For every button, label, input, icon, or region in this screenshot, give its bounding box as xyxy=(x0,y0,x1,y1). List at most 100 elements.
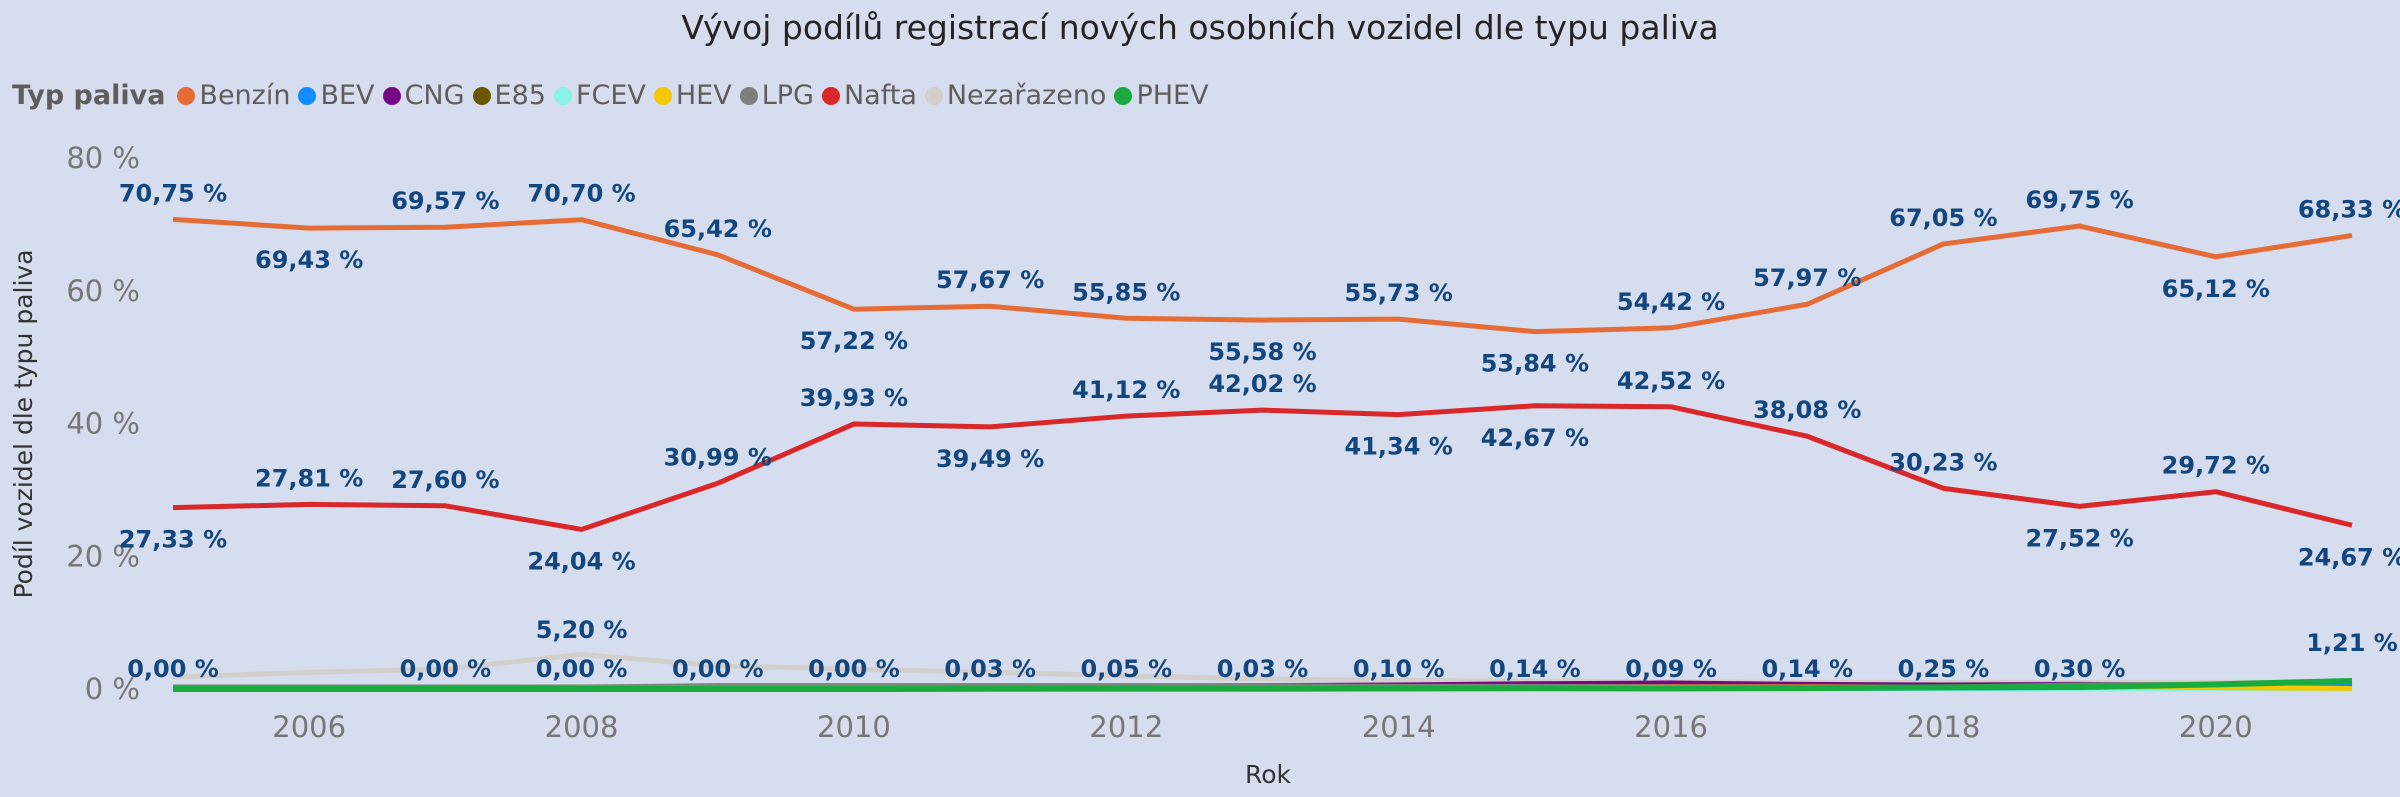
legend-label: LPG xyxy=(761,80,814,111)
legend-marker-icon xyxy=(653,86,672,105)
data-label: 5,20 % xyxy=(536,616,628,644)
legend-label: BEV xyxy=(320,80,375,111)
legend-item-e85[interactable]: E85 xyxy=(472,80,546,111)
legend-marker-icon xyxy=(177,86,196,105)
data-label: 38,08 % xyxy=(1753,396,1861,424)
legend-item-cng[interactable]: CNG xyxy=(382,80,465,111)
legend-item-hev[interactable]: HEV xyxy=(653,80,732,111)
x-tick-label: 2014 xyxy=(1362,710,1436,744)
data-label: 69,75 % xyxy=(2025,186,2133,214)
legend-marker-icon xyxy=(821,86,840,105)
data-label: 57,97 % xyxy=(1753,264,1861,292)
data-label: 65,42 % xyxy=(664,215,772,243)
data-label: 70,75 % xyxy=(119,179,227,207)
data-label: 0,10 % xyxy=(1353,655,1445,683)
x-tick-label: 2018 xyxy=(1907,710,1981,744)
legend-label: Nafta xyxy=(843,80,917,111)
data-label: 27,81 % xyxy=(255,464,363,492)
legend-item-lpg[interactable]: LPG xyxy=(739,80,814,111)
data-label: 0,03 % xyxy=(1217,655,1309,683)
x-tick-label: 2020 xyxy=(2179,710,2253,744)
y-tick-label: 60 % xyxy=(66,274,140,308)
legend-marker-icon xyxy=(382,86,401,105)
legend-item-benzín[interactable]: Benzín xyxy=(177,80,290,111)
data-label: 0,00 % xyxy=(808,655,900,683)
data-label: 0,25 % xyxy=(1898,655,1990,683)
data-label: 27,33 % xyxy=(119,526,227,554)
legend-item-bev[interactable]: BEV xyxy=(298,80,375,111)
x-axis-title: Rok xyxy=(1245,760,1292,789)
data-label: 68,33 % xyxy=(2298,195,2400,223)
data-label: 42,52 % xyxy=(1617,367,1725,395)
legend-item-fcev[interactable]: FCEV xyxy=(553,80,646,111)
data-label: 29,72 % xyxy=(2162,452,2270,480)
data-label: 24,04 % xyxy=(527,547,635,575)
data-label: 57,22 % xyxy=(800,327,908,355)
data-label: 53,84 % xyxy=(1481,350,1589,378)
data-label: 0,14 % xyxy=(1761,655,1853,683)
data-label: 65,12 % xyxy=(2162,275,2270,303)
data-label: 27,52 % xyxy=(2025,524,2133,552)
y-tick-label: 40 % xyxy=(66,407,140,441)
legend-marker-icon xyxy=(739,86,758,105)
legend-title: Typ paliva xyxy=(12,80,166,111)
data-label: 42,02 % xyxy=(1208,370,1316,398)
x-tick-label: 2006 xyxy=(272,710,346,744)
data-label: 0,00 % xyxy=(127,655,219,683)
legend-label: Nezařazeno xyxy=(946,80,1107,111)
data-label: 41,12 % xyxy=(1072,376,1180,404)
x-tick-label: 2010 xyxy=(817,710,891,744)
data-label: 69,57 % xyxy=(391,187,499,215)
data-label: 27,60 % xyxy=(391,466,499,494)
data-label: 0,30 % xyxy=(2034,655,2126,683)
data-label: 0,05 % xyxy=(1081,655,1173,683)
x-tick-label: 2016 xyxy=(1634,710,1708,744)
legend-label: CNG xyxy=(404,80,465,111)
legend-label: HEV xyxy=(675,80,732,111)
data-label: 0,09 % xyxy=(1625,655,1717,683)
data-label: 55,58 % xyxy=(1208,338,1316,366)
legend-label: Benzín xyxy=(199,80,291,111)
data-label: 24,67 % xyxy=(2298,543,2400,571)
y-axis-title: Podíl vozidel dle typu paliva xyxy=(9,249,38,598)
x-tick-label: 2008 xyxy=(545,710,619,744)
y-tick-label: 80 % xyxy=(66,141,140,175)
data-label: 30,99 % xyxy=(664,443,772,471)
legend-marker-icon xyxy=(553,86,572,105)
data-label: 0,00 % xyxy=(400,655,492,683)
legend-item-phev[interactable]: PHEV xyxy=(1114,80,1209,111)
data-label: 30,23 % xyxy=(1889,448,1997,476)
data-label: 39,93 % xyxy=(800,384,908,412)
y-tick-label: 0 % xyxy=(85,672,140,706)
legend-item-nafta[interactable]: Nafta xyxy=(821,80,917,111)
data-label: 0,00 % xyxy=(672,655,764,683)
data-label: 67,05 % xyxy=(1889,204,1997,232)
legend-item-nezařazeno[interactable]: Nezařazeno xyxy=(924,80,1107,111)
data-label: 55,85 % xyxy=(1072,278,1180,306)
legend-marker-icon xyxy=(1114,86,1133,105)
legend-label: PHEV xyxy=(1136,80,1209,111)
x-tick-label: 2012 xyxy=(1089,710,1163,744)
legend: Typ paliva Benzín BEV CNG E85 FCEV HEV LPG Naft… xyxy=(12,80,1217,111)
data-label: 42,67 % xyxy=(1481,424,1589,452)
series-line-phev xyxy=(173,677,2353,692)
legend-label: FCEV xyxy=(575,80,646,111)
legend-marker-icon xyxy=(298,86,317,105)
data-label: 41,34 % xyxy=(1345,433,1453,461)
legend-marker-icon xyxy=(924,86,943,105)
y-tick-label: 20 % xyxy=(66,539,140,573)
data-label: 57,67 % xyxy=(936,266,1044,294)
chart-title: Vývoj podílů registrací nových osobních … xyxy=(681,8,1719,47)
data-label: 70,70 % xyxy=(527,180,635,208)
data-label: 0,00 % xyxy=(536,655,628,683)
legend-label: E85 xyxy=(494,80,546,111)
data-label: 0,03 % xyxy=(944,655,1036,683)
data-label: 69,43 % xyxy=(255,246,363,274)
data-label: 39,49 % xyxy=(936,445,1044,473)
data-label: 55,73 % xyxy=(1345,279,1453,307)
data-label: 54,42 % xyxy=(1617,288,1725,316)
series-line-benzín xyxy=(172,216,2353,335)
data-label: 0,14 % xyxy=(1489,655,1581,683)
data-label: 1,21 % xyxy=(2306,629,2398,657)
